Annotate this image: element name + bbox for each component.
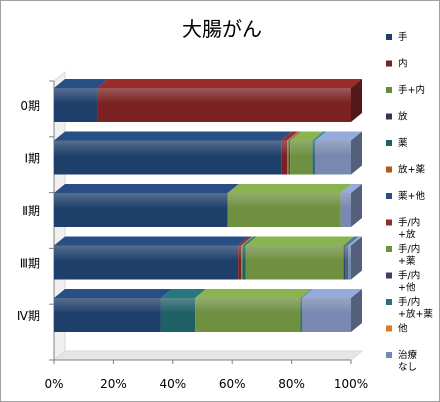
x-tick-label: 40% [159,377,186,391]
legend-label: 治療 [398,349,418,361]
legend-item: 内 [386,58,408,70]
legend-item: 手/内+放 [386,217,420,241]
legend-swatch [386,299,392,305]
legend-swatch [386,60,392,67]
bar-segment [54,131,293,175]
bar-segment [241,236,254,280]
bar-segment [54,289,172,332]
legend-label: +放 [398,229,416,241]
legend-item: 手/内+他 [386,270,420,294]
bar-segment [238,236,253,280]
bar-segment [227,184,352,227]
bar-segment [54,79,109,122]
bar-segment [340,184,362,227]
legend-item: 薬+他 [386,190,425,202]
bar-segment [245,236,355,280]
x-tick-label: 20% [100,377,127,391]
legend-item: 手+内 [386,84,425,96]
bar-segment [54,184,239,227]
legend-label: 放+薬 [398,164,425,176]
bar-segment [343,236,357,280]
legend-label: なし [398,362,417,373]
legend-swatch [386,272,392,279]
bar-segment [160,289,207,332]
x-tick-label: 60% [219,377,246,391]
legend-item: 放 [386,111,408,123]
legend-label: +薬 [398,255,416,267]
legend-item: 放+薬 [386,164,425,176]
legend-swatch [386,325,392,332]
legend-label: 手+内 [398,84,425,96]
bar-segment [242,236,257,280]
bar-segment [290,131,324,175]
legend-item: 手 [386,31,408,43]
legend-item: 他 [386,323,408,335]
bar-segment [312,131,327,175]
legend-swatch [386,246,392,252]
x-axis-labels: 0% 20% 40% 60% 80% 100% [44,377,368,391]
legend-label: 薬 [398,137,408,149]
bar-segment [345,236,360,280]
y-axis-labels: 0期 Ⅰ期 Ⅱ期 Ⅲ期 Ⅳ期 [17,99,40,323]
legend-swatch [386,193,392,199]
legend-label: 薬+他 [398,190,425,202]
legend-swatch [386,113,392,120]
y-tick-label: Ⅲ期 [20,257,40,271]
legend-label: 他 [398,323,408,335]
legend-label: 手/内 [398,243,420,255]
legend-swatch [386,34,392,40]
y-tick-label: Ⅳ期 [17,309,40,323]
legend-label: +他 [398,282,416,294]
bar-segment [288,131,302,175]
bar-segment [300,289,313,332]
bars [54,79,362,332]
legend-swatch [386,87,392,93]
legend-label: 放 [398,111,408,123]
x-tick-label: 0% [44,377,63,391]
y-tick-label: Ⅰ期 [24,152,40,166]
x-tick-label: 80% [278,377,305,391]
legend-swatch [386,140,392,146]
legend-item: 手/内+薬 [386,243,420,267]
floor [52,350,364,361]
bar-segment [281,131,299,175]
legend-label: 手/内 [398,270,420,282]
bar-segment [287,131,300,175]
legend-swatch [386,219,392,226]
legend-label: 内 [398,58,408,70]
bar-segment [54,236,250,280]
legend-label: 手/内 [398,296,420,308]
legend-label: 手/内 [398,217,420,229]
bar-segment [97,79,362,122]
bar-segment [315,131,362,175]
chart-title: 大腸がん [182,17,262,41]
y-tick-label: 0期 [20,99,40,113]
y-tick-label: Ⅱ期 [22,204,40,218]
legend-label: 手 [398,31,408,43]
legend-swatch [386,166,392,173]
legend-item: 手/内+放+薬 [386,296,433,320]
legend-swatch [386,352,392,358]
bar-segment [301,289,362,332]
legend-label: +放+薬 [398,308,433,320]
legend-item: 薬 [386,137,408,149]
x-tick-label: 100% [334,377,368,391]
bar-segment [195,289,312,332]
bar-segment [348,236,362,280]
